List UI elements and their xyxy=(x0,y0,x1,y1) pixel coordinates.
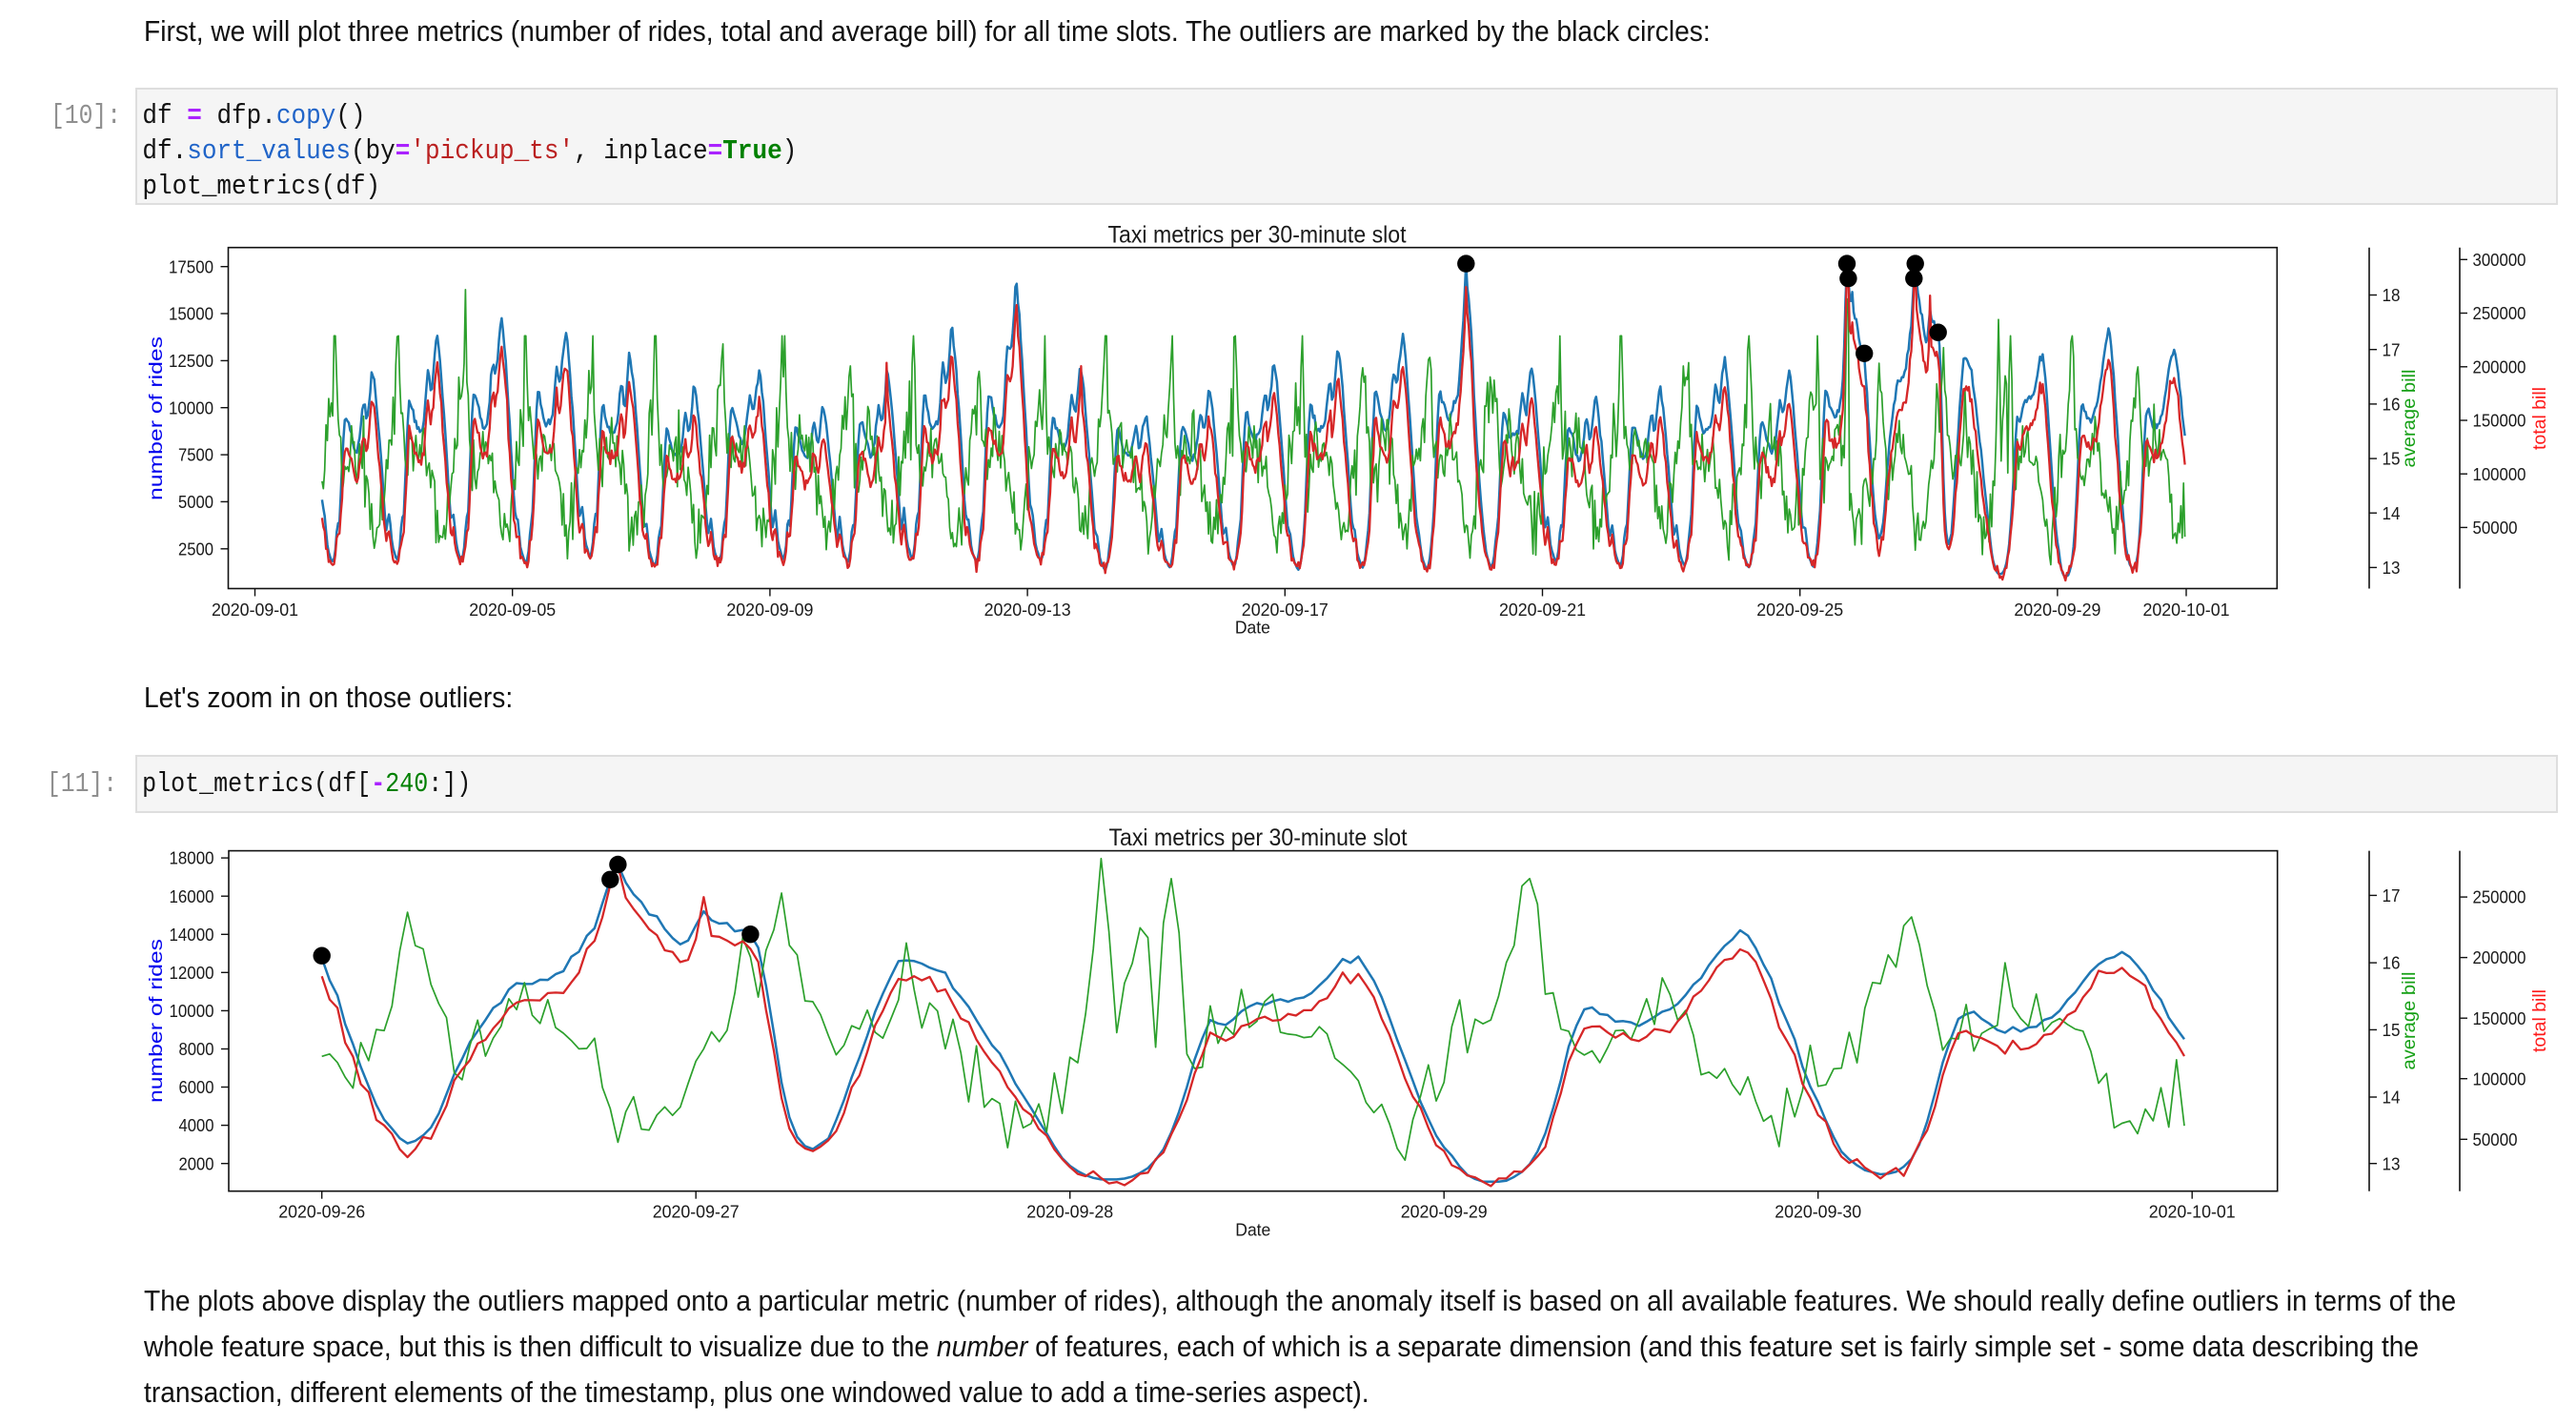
svg-text:6000: 6000 xyxy=(179,1078,214,1098)
svg-text:average bill: average bill xyxy=(2399,370,2420,468)
svg-text:total bill: total bill xyxy=(2529,989,2550,1052)
svg-text:200000: 200000 xyxy=(2473,357,2526,377)
svg-text:2000: 2000 xyxy=(179,1154,214,1174)
svg-text:2020-09-28: 2020-09-28 xyxy=(1026,1203,1113,1223)
svg-text:2020-09-29: 2020-09-29 xyxy=(2014,600,2100,620)
svg-text:2020-09-21: 2020-09-21 xyxy=(1499,600,1586,620)
svg-text:Date: Date xyxy=(1235,619,1270,639)
svg-text:2020-09-01: 2020-09-01 xyxy=(212,600,298,620)
svg-text:12000: 12000 xyxy=(170,964,214,984)
svg-text:10000: 10000 xyxy=(170,1002,214,1022)
svg-text:number of rides: number of rides xyxy=(146,336,167,500)
svg-text:17500: 17500 xyxy=(169,257,213,277)
svg-text:8000: 8000 xyxy=(179,1040,214,1060)
svg-text:18000: 18000 xyxy=(170,849,214,869)
svg-text:2020-09-29: 2020-09-29 xyxy=(1401,1203,1488,1223)
svg-text:150000: 150000 xyxy=(2473,1009,2526,1029)
svg-text:2020-09-30: 2020-09-30 xyxy=(1775,1203,1861,1223)
svg-text:13: 13 xyxy=(2383,1154,2401,1174)
svg-text:5000: 5000 xyxy=(178,493,213,513)
svg-text:15: 15 xyxy=(2383,450,2401,470)
svg-text:13: 13 xyxy=(2383,559,2401,579)
svg-text:average bill: average bill xyxy=(2399,972,2420,1070)
svg-text:300000: 300000 xyxy=(2473,251,2526,271)
svg-text:16000: 16000 xyxy=(170,887,214,907)
svg-text:50000: 50000 xyxy=(2473,1130,2518,1150)
svg-text:16: 16 xyxy=(2383,954,2401,974)
svg-text:16: 16 xyxy=(2383,396,2401,416)
svg-text:15000: 15000 xyxy=(169,305,213,325)
svg-text:2020-09-13: 2020-09-13 xyxy=(984,600,1071,620)
svg-text:7500: 7500 xyxy=(178,446,213,466)
svg-text:2500: 2500 xyxy=(178,539,213,559)
svg-text:number of rides: number of rides xyxy=(146,939,167,1103)
svg-text:50000: 50000 xyxy=(2473,519,2518,539)
svg-text:2020-09-09: 2020-09-09 xyxy=(726,600,813,620)
svg-text:2020-09-17: 2020-09-17 xyxy=(1242,600,1329,620)
svg-text:12500: 12500 xyxy=(169,352,213,372)
svg-text:2020-09-27: 2020-09-27 xyxy=(653,1203,740,1223)
svg-text:Taxi metrics per 30-minute slo: Taxi metrics per 30-minute slot xyxy=(1108,222,1407,248)
svg-text:100000: 100000 xyxy=(2473,1069,2526,1089)
svg-text:15: 15 xyxy=(2383,1021,2401,1041)
svg-text:Taxi metrics per 30-minute slo: Taxi metrics per 30-minute slot xyxy=(1109,825,1408,851)
svg-text:100000: 100000 xyxy=(2473,465,2526,485)
svg-text:2020-10-01: 2020-10-01 xyxy=(2143,600,2230,620)
svg-text:14: 14 xyxy=(2383,504,2401,524)
svg-text:150000: 150000 xyxy=(2473,412,2526,432)
svg-text:14000: 14000 xyxy=(170,926,214,946)
svg-text:2020-09-25: 2020-09-25 xyxy=(1756,600,1843,620)
svg-text:10000: 10000 xyxy=(169,398,213,418)
svg-text:2020-09-05: 2020-09-05 xyxy=(469,600,556,620)
svg-text:4000: 4000 xyxy=(179,1116,214,1136)
svg-text:17: 17 xyxy=(2383,886,2401,906)
svg-text:18: 18 xyxy=(2383,286,2401,306)
svg-text:Date: Date xyxy=(1235,1221,1270,1241)
svg-text:14: 14 xyxy=(2383,1088,2401,1109)
svg-text:250000: 250000 xyxy=(2473,888,2526,908)
svg-text:200000: 200000 xyxy=(2473,948,2526,968)
svg-text:total bill: total bill xyxy=(2529,387,2550,450)
svg-text:2020-09-26: 2020-09-26 xyxy=(278,1203,365,1223)
svg-text:17: 17 xyxy=(2383,340,2401,360)
svg-text:2020-10-01: 2020-10-01 xyxy=(2149,1203,2236,1223)
svg-text:250000: 250000 xyxy=(2473,304,2526,324)
